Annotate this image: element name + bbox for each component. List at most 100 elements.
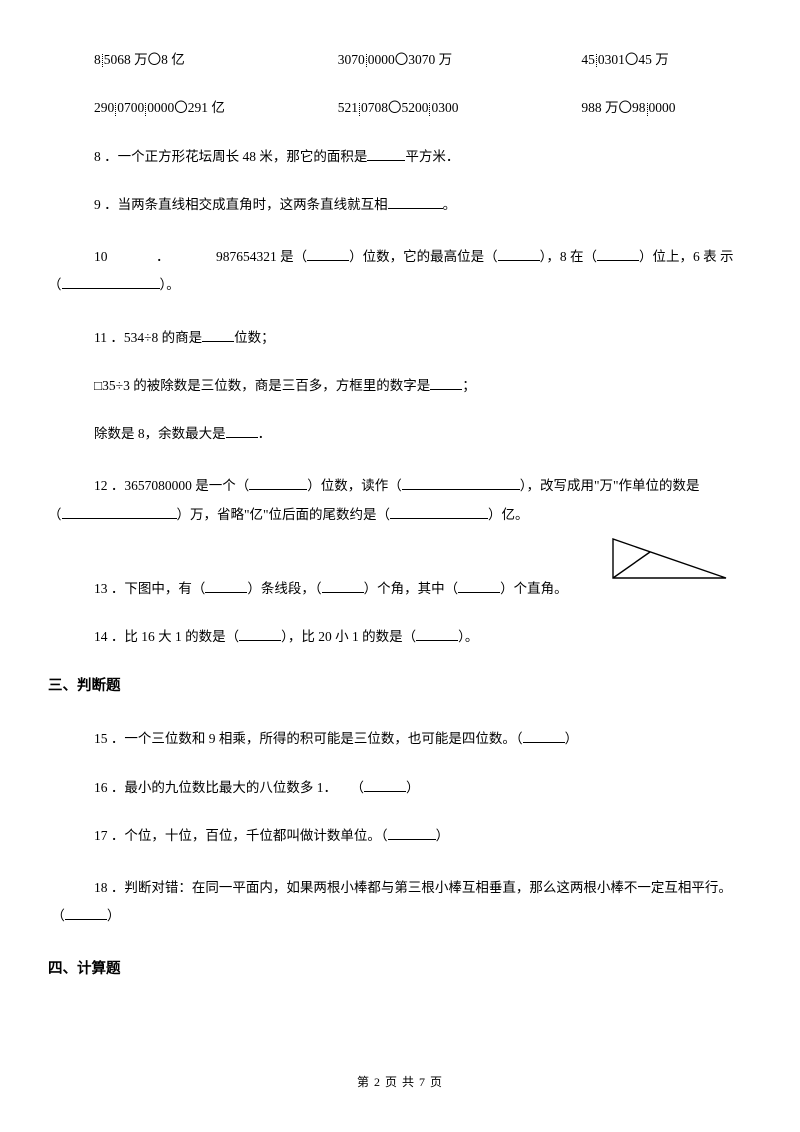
text: ）位数，读作（ bbox=[307, 478, 402, 493]
q-num: 9 ． bbox=[94, 197, 118, 212]
blank[interactable] bbox=[367, 160, 405, 161]
q11-line1: 11 ．534÷8 的商是位数； bbox=[48, 328, 752, 348]
text: 一个正方形花坛周长 48 米，那它的面积是 bbox=[118, 149, 368, 164]
dot: ． bbox=[156, 243, 216, 271]
text: 判断对错：在同一平面内，如果两根小棒都与第三根小棒互相垂直，那么这两根小棒不一定… bbox=[124, 880, 732, 895]
blank[interactable] bbox=[430, 389, 462, 390]
text: ），改写成用"万"作单位的数是 bbox=[520, 478, 700, 493]
text: 3070 bbox=[338, 52, 365, 67]
text: ）个直角。 bbox=[500, 581, 568, 596]
text: （ bbox=[48, 277, 62, 292]
q-num: 8 ． bbox=[94, 149, 118, 164]
blank[interactable] bbox=[322, 592, 364, 593]
blank[interactable] bbox=[226, 437, 258, 438]
question-14: 14 ．比 16 大 1 的数是（），比 20 小 1 的数是（）。 bbox=[48, 627, 752, 647]
text: ），比 20 小 1 的数是（ bbox=[281, 629, 416, 644]
text: 位数； bbox=[234, 330, 275, 345]
text: 0000〇3070 万 bbox=[368, 52, 452, 67]
separator bbox=[366, 54, 367, 67]
question-18: 18 ．判断对错：在同一平面内，如果两根小棒都与第三根小棒互相垂直，那么这两根小… bbox=[48, 874, 752, 931]
q-num: 16 ． bbox=[94, 780, 124, 795]
blank[interactable] bbox=[205, 592, 247, 593]
text: 3657080000 是一个（ bbox=[124, 478, 249, 493]
question-17: 17 ．个位，十位，百位，千位都叫做计数单位。（） bbox=[48, 826, 752, 846]
separator bbox=[647, 103, 648, 116]
blank[interactable] bbox=[249, 489, 307, 490]
text: 988 万〇98 bbox=[581, 100, 645, 115]
question-9: 9 ．当两条直线相交成直角时，这两条直线就互相 。 bbox=[48, 195, 752, 215]
text: 0700 bbox=[117, 100, 144, 115]
question-15: 15 ．一个三位数和 9 相乘，所得的积可能是三位数，也可能是四位数。（） bbox=[48, 729, 752, 749]
blank[interactable] bbox=[202, 341, 234, 342]
text: （ bbox=[51, 908, 65, 923]
text: 平方米． bbox=[405, 149, 459, 164]
text: 0000〇291 亿 bbox=[147, 100, 225, 115]
footer-text: 页 bbox=[426, 1075, 443, 1089]
text: ）条线段，（ bbox=[247, 581, 321, 596]
text: □35÷3 的被除数是三位数，商是三百多，方框里的数字是 bbox=[94, 378, 430, 393]
text: 个位，十位，百位，千位都叫做计数单位。（ bbox=[124, 828, 387, 843]
separator bbox=[359, 103, 360, 116]
text: ）。 bbox=[458, 629, 478, 644]
q11-line2: □35÷3 的被除数是三位数，商是三百多，方框里的数字是 ； bbox=[48, 376, 752, 396]
text: ； bbox=[462, 378, 476, 393]
blank[interactable] bbox=[62, 518, 177, 519]
text: ）万，省略"亿"位后面的尾数约是（ bbox=[177, 507, 391, 522]
text: 比 16 大 1 的数是（ bbox=[124, 629, 239, 644]
blank[interactable] bbox=[307, 260, 349, 261]
blank[interactable] bbox=[458, 592, 500, 593]
q-num: 13 ． bbox=[94, 581, 124, 596]
cell-2: 5210708〇52000300 bbox=[338, 98, 582, 118]
cell-3: 450301〇45 万 bbox=[581, 50, 752, 70]
text: ）位数，它的最高位是（ bbox=[349, 249, 498, 264]
text: ）位上，6 表 示 bbox=[639, 249, 734, 264]
separator bbox=[596, 54, 597, 67]
text: 。 bbox=[443, 197, 457, 212]
text: 8 bbox=[94, 52, 101, 67]
text: 0000 bbox=[649, 100, 676, 115]
text: ），8 在（ bbox=[540, 249, 597, 264]
text: 5068 万〇8 亿 bbox=[104, 52, 185, 67]
blank[interactable] bbox=[364, 791, 406, 792]
question-12: 12 ．3657080000 是一个（ ）位数，读作（ ），改写成用"万"作单位的数… bbox=[48, 472, 752, 529]
blank[interactable] bbox=[388, 208, 443, 209]
blank[interactable] bbox=[239, 640, 281, 641]
blank[interactable] bbox=[388, 839, 436, 840]
footer-text: 第 bbox=[357, 1075, 374, 1089]
cell-1: 29007000000〇291 亿 bbox=[94, 98, 338, 118]
text: 45 bbox=[581, 52, 595, 67]
triangle-figure bbox=[610, 536, 730, 587]
text: 290 bbox=[94, 100, 114, 115]
text: 0301〇45 万 bbox=[598, 52, 669, 67]
q-num: 18 ． bbox=[94, 880, 124, 895]
triangle-icon bbox=[610, 536, 730, 582]
q-num: 17 ． bbox=[94, 828, 124, 843]
text: 当两条直线相交成直角时，这两条直线就互相 bbox=[118, 197, 388, 212]
blank[interactable] bbox=[62, 288, 160, 289]
blank[interactable] bbox=[65, 919, 107, 920]
text: ）亿。 bbox=[488, 507, 529, 522]
section-4-heading: 四、计算题 bbox=[48, 959, 752, 981]
text: ）个角，其中（ bbox=[364, 581, 459, 596]
question-16: 16 ．最小的九位数比最大的八位数多 1． （） bbox=[48, 778, 752, 798]
blank[interactable] bbox=[390, 518, 488, 519]
text: ）。 bbox=[160, 277, 180, 292]
text: ） bbox=[565, 731, 579, 746]
text: 0300 bbox=[431, 100, 458, 115]
page-footer: 第 2 页 共 7 页 bbox=[0, 1073, 800, 1090]
cell-2: 30700000〇3070 万 bbox=[338, 50, 582, 70]
blank[interactable] bbox=[402, 489, 520, 490]
blank[interactable] bbox=[523, 742, 565, 743]
text: 0708〇5200 bbox=[361, 100, 429, 115]
q-num: 12 ． bbox=[94, 478, 124, 493]
text: ． bbox=[258, 426, 272, 441]
blank[interactable] bbox=[498, 260, 540, 261]
question-10: 10．987654321 是（）位数，它的最高位是（），8 在（）位上，6 表 … bbox=[48, 243, 752, 300]
text: 除数是 8，余数最大是 bbox=[94, 426, 226, 441]
separator bbox=[102, 54, 103, 67]
footer-total: 7 bbox=[419, 1075, 426, 1089]
comparison-row-1: 85068 万〇8 亿 30700000〇3070 万 450301〇45 万 bbox=[48, 50, 752, 70]
blank[interactable] bbox=[416, 640, 458, 641]
text: ） bbox=[107, 908, 121, 923]
blank[interactable] bbox=[597, 260, 639, 261]
